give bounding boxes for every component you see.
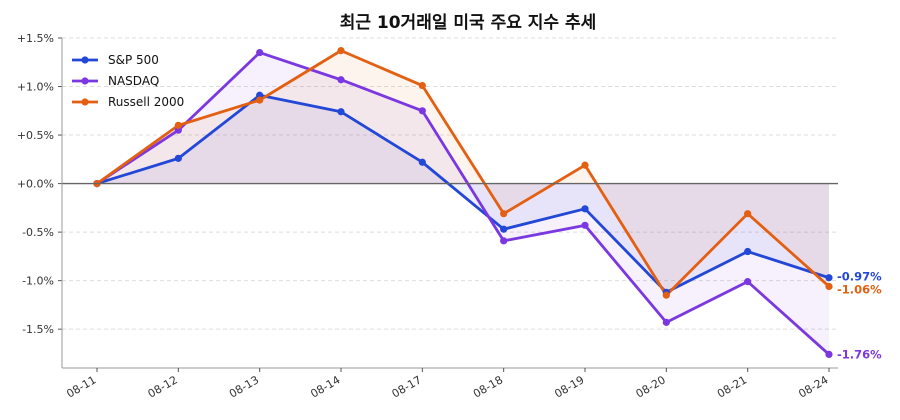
series-line	[95, 51, 831, 356]
series-lines	[95, 49, 831, 356]
data-point	[418, 158, 426, 166]
y-tick-label: -0.5%	[22, 226, 54, 239]
y-tick-label: +1.0%	[17, 81, 54, 94]
data-point	[337, 108, 345, 116]
data-point	[825, 350, 833, 359]
x-tick-label: 08-11	[64, 373, 98, 400]
series-points	[93, 47, 833, 359]
legend: S&P 500 NASDAQ Russell 2000	[72, 53, 184, 109]
data-point	[337, 47, 345, 55]
data-point	[500, 210, 508, 218]
y-tick-label: -1.0%	[22, 275, 54, 288]
end-value-label: -1.76%	[837, 347, 882, 361]
data-point	[825, 282, 833, 291]
area-fills	[97, 50, 829, 355]
area-fill	[97, 95, 829, 293]
data-point	[337, 76, 345, 84]
legend-swatch-marker	[81, 56, 89, 64]
data-point	[256, 96, 264, 104]
x-tick-label: 08-18	[471, 373, 505, 400]
data-point	[744, 247, 752, 256]
data-point	[662, 291, 670, 299]
x-tick-label: 08-14	[308, 373, 342, 400]
series-line	[95, 93, 831, 294]
data-point	[500, 225, 508, 233]
y-tick-label: +1.5%	[17, 32, 54, 45]
area-fill	[97, 52, 829, 355]
x-tick-label: 08-19	[552, 373, 586, 400]
data-point	[418, 81, 426, 90]
legend-label: NASDAQ	[108, 74, 159, 88]
area-fill	[97, 50, 829, 296]
x-tick-label: 08-21	[715, 373, 749, 400]
y-tick-label: +0.0%	[17, 178, 54, 191]
x-tick-label: 08-17	[390, 373, 424, 400]
grid	[62, 37, 838, 330]
data-point	[662, 318, 670, 326]
legend-label: S&P 500	[108, 53, 159, 67]
end-labels: -0.97% -1.76% -1.06%	[837, 270, 882, 362]
data-point	[744, 210, 752, 218]
x-tick-label: 08-24	[796, 373, 830, 400]
chart-title: 최근 10거래일 미국 주요 지수 추세	[340, 13, 597, 33]
data-point	[581, 221, 589, 229]
x-tick-label: 08-20	[634, 373, 668, 400]
x-tick-label: 08-13	[227, 373, 261, 400]
data-point	[256, 48, 264, 57]
data-point	[581, 205, 589, 213]
data-point	[500, 237, 508, 245]
data-point	[174, 121, 182, 129]
data-point	[174, 154, 182, 162]
series-line	[95, 49, 831, 297]
legend-swatch-marker	[81, 98, 89, 106]
y-tick-label: +0.5%	[17, 129, 54, 142]
end-value-label: -1.06%	[837, 282, 882, 296]
data-point	[418, 107, 426, 115]
data-point	[581, 161, 589, 169]
end-value-label: -0.97%	[837, 270, 882, 284]
legend-swatch-marker	[81, 77, 89, 85]
legend-label: Russell 2000	[108, 95, 184, 109]
data-point	[825, 274, 833, 282]
data-point	[744, 278, 752, 286]
x-tick-label: 08-12	[146, 373, 180, 400]
y-tick-label: -1.5%	[22, 323, 54, 336]
